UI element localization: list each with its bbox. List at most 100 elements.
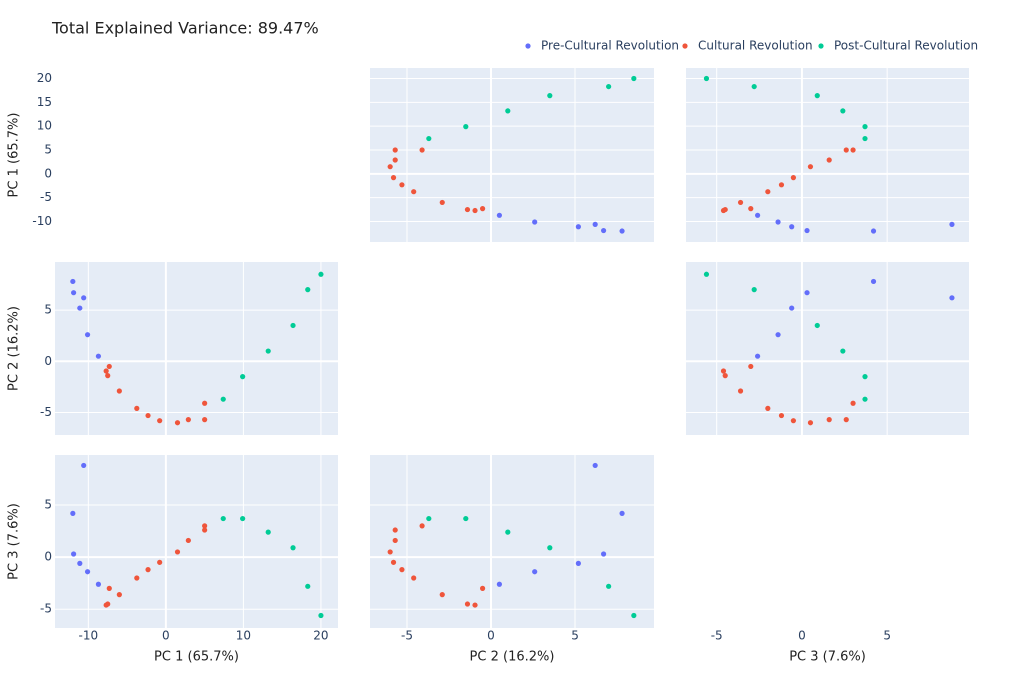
- y-tick-label: 20: [37, 71, 52, 85]
- legend-label: Post-Cultural Revolution: [834, 39, 978, 53]
- data-point: [631, 612, 637, 619]
- data-point: [202, 527, 208, 533]
- data-point: [826, 417, 832, 423]
- x-tick-label: -5: [711, 629, 723, 643]
- y-tick-label: 0: [44, 550, 52, 564]
- data-point: [81, 462, 87, 469]
- legend-label: Cultural Revolution: [698, 39, 813, 53]
- x-axis-title: PC 3 (7.6%): [789, 650, 866, 665]
- data-point: [862, 135, 868, 142]
- data-point: [390, 559, 397, 565]
- y-tick-label: -5: [40, 190, 52, 204]
- data-point: [804, 290, 810, 296]
- data-point: [411, 189, 417, 195]
- data-point: [619, 228, 625, 234]
- data-point: [789, 224, 795, 230]
- data-point: [592, 462, 598, 469]
- data-point: [419, 147, 425, 153]
- y-tick-label: -5: [40, 602, 52, 616]
- x-tick-label: -10: [79, 629, 99, 643]
- data-point: [464, 206, 471, 213]
- data-point: [755, 353, 761, 359]
- data-point: [202, 523, 208, 529]
- y-axis-title: PC 3 (7.6%): [7, 503, 22, 580]
- data-point: [145, 412, 151, 419]
- data-point: [592, 221, 598, 227]
- data-point: [439, 199, 445, 206]
- data-point: [748, 206, 754, 212]
- data-point: [804, 227, 810, 234]
- data-point: [439, 592, 445, 598]
- data-point: [949, 295, 955, 301]
- data-point: [392, 537, 398, 544]
- data-point: [775, 332, 781, 338]
- data-point: [843, 147, 849, 153]
- data-point: [703, 75, 710, 82]
- data-point: [631, 75, 637, 82]
- y-tick-label: 0: [44, 354, 52, 368]
- data-point: [202, 417, 208, 423]
- data-point: [419, 523, 425, 529]
- data-point: [765, 189, 771, 195]
- data-point: [807, 420, 814, 426]
- data-point: [290, 322, 296, 329]
- data-point: [532, 569, 538, 575]
- data-point: [157, 418, 163, 424]
- data-point: [426, 515, 432, 522]
- data-point: [870, 228, 877, 234]
- data-point: [105, 601, 111, 607]
- y-tick-label: 5: [44, 303, 52, 317]
- data-point: [843, 417, 849, 423]
- data-point: [240, 374, 246, 380]
- data-point: [575, 560, 581, 566]
- data-point: [600, 551, 607, 557]
- data-point: [95, 353, 102, 359]
- data-point: [77, 560, 83, 566]
- data-point: [265, 348, 271, 354]
- data-point: [807, 164, 814, 170]
- data-point: [737, 199, 744, 206]
- x-tick-label: -5: [401, 629, 413, 643]
- data-point: [703, 271, 710, 277]
- data-point: [479, 585, 486, 591]
- legend-marker: [818, 43, 824, 49]
- data-point: [722, 373, 728, 379]
- data-point: [185, 417, 191, 423]
- data-point: [463, 515, 469, 522]
- data-point: [71, 551, 77, 557]
- data-point: [426, 135, 432, 142]
- panel-background: [55, 455, 338, 628]
- data-point: [290, 545, 296, 551]
- data-point: [505, 529, 511, 535]
- data-point: [751, 83, 757, 90]
- data-point: [116, 592, 122, 598]
- data-point: [392, 147, 398, 153]
- legend-label: Pre-Cultural Revolution: [541, 39, 679, 53]
- data-point: [106, 363, 112, 370]
- data-point: [220, 515, 226, 522]
- data-point: [185, 537, 191, 544]
- data-point: [472, 602, 478, 608]
- data-point: [949, 221, 955, 227]
- data-point: [392, 157, 398, 163]
- data-point: [755, 212, 761, 218]
- panel-background: [55, 262, 338, 435]
- y-axis-title: PC 1 (65.7%): [7, 113, 22, 198]
- data-point: [496, 212, 502, 218]
- data-point: [547, 93, 553, 99]
- data-point: [778, 182, 785, 188]
- data-point: [174, 549, 181, 555]
- data-point: [174, 420, 181, 426]
- data-point: [619, 510, 625, 516]
- data-point: [840, 348, 846, 354]
- x-axis-title: PC 1 (65.7%): [154, 650, 239, 665]
- data-point: [464, 601, 471, 607]
- data-point: [790, 418, 797, 424]
- legend-marker: [525, 43, 531, 49]
- data-point: [862, 124, 868, 130]
- data-point: [220, 396, 226, 402]
- data-point: [737, 388, 744, 394]
- data-point: [305, 287, 311, 293]
- data-point: [305, 583, 311, 589]
